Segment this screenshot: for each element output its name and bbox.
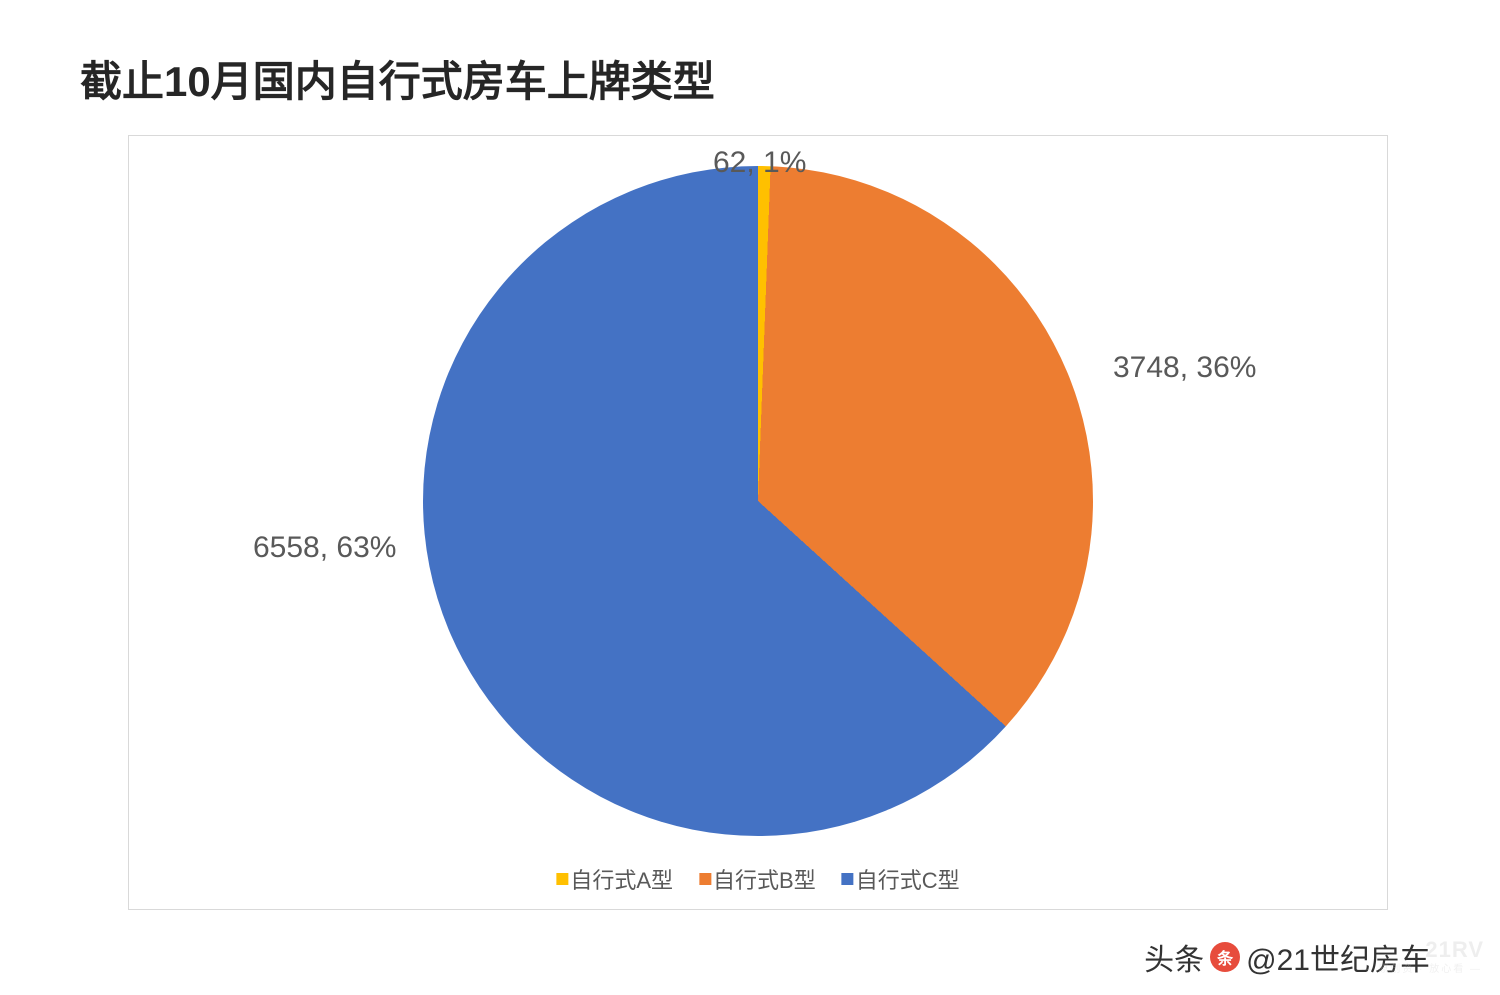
legend-label-c: 自行式C型 — [856, 863, 960, 895]
legend-item-a: 自行式A型 — [556, 863, 673, 895]
pie-chart — [423, 166, 1093, 836]
legend-swatch-c — [842, 873, 854, 885]
legend-swatch-a — [556, 873, 568, 885]
attribution-icon: 条 — [1210, 942, 1240, 972]
legend-item-b: 自行式B型 — [699, 863, 816, 895]
watermark-sub: — 原创资 · 放心看 — — [1362, 960, 1482, 975]
legend: 自行式A型 自行式B型 自行式C型 — [556, 863, 959, 895]
slice-label-c: 6558, 63% — [253, 531, 396, 565]
slice-label-a: 62, 1% — [713, 146, 806, 180]
pie-wrapper: 62, 1% 3748, 36% 6558, 63% — [423, 166, 1093, 836]
legend-label-a: 自行式A型 — [570, 863, 673, 895]
legend-label-b: 自行式B型 — [713, 863, 816, 895]
chart-title: 截止10月国内自行式房车上牌类型 — [80, 48, 715, 109]
legend-swatch-b — [699, 873, 711, 885]
attribution-prefix: 头条 — [1144, 935, 1204, 979]
slice-label-b: 3748, 36% — [1113, 351, 1256, 385]
chart-container: 62, 1% 3748, 36% 6558, 63% 自行式A型 自行式B型 自… — [128, 135, 1388, 910]
legend-item-c: 自行式C型 — [842, 863, 960, 895]
